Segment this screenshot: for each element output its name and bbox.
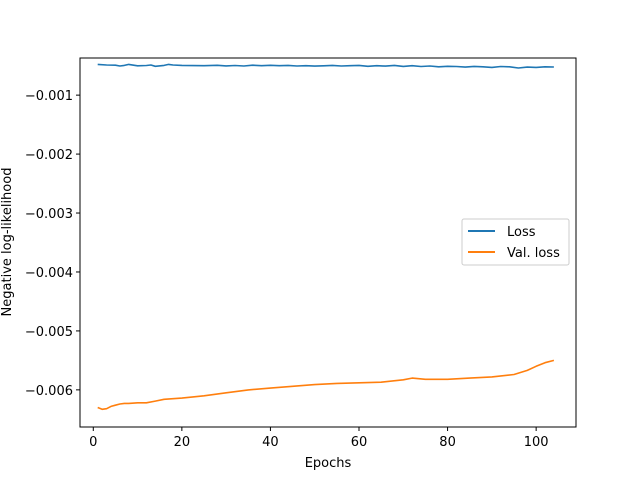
x-tick-label: 80 <box>439 435 456 450</box>
y-axis-ticks: −0.006 −0.005 −0.004 −0.003 −0.002 −0.001 <box>25 89 80 399</box>
x-axis-ticks: 0 20 40 60 80 100 <box>89 427 549 450</box>
x-tick-label: 40 <box>262 435 279 450</box>
y-axis-title: Negative log-likelihood <box>0 168 15 317</box>
x-tick-label: 20 <box>174 435 191 450</box>
legend-label-val-loss: Val. loss <box>507 246 560 261</box>
y-tick-label: −0.001 <box>25 89 73 104</box>
series-line-val-loss <box>97 359 555 411</box>
legend: Loss Val. loss <box>461 218 570 266</box>
y-tick-label: −0.005 <box>25 325 73 340</box>
x-tick-label: 100 <box>524 435 549 450</box>
y-tick-label: −0.006 <box>25 384 73 399</box>
y-tick-label: −0.004 <box>25 266 73 281</box>
plot-series <box>97 63 555 411</box>
legend-label-loss: Loss <box>507 225 536 240</box>
x-tick-label: 60 <box>351 435 368 450</box>
y-tick-label: −0.003 <box>25 207 73 222</box>
plot-frame <box>79 57 577 428</box>
x-axis-title: Epochs <box>305 456 352 471</box>
x-tick-label: 0 <box>89 435 97 450</box>
series-line-loss <box>97 63 554 69</box>
y-tick-label: −0.002 <box>25 148 73 163</box>
